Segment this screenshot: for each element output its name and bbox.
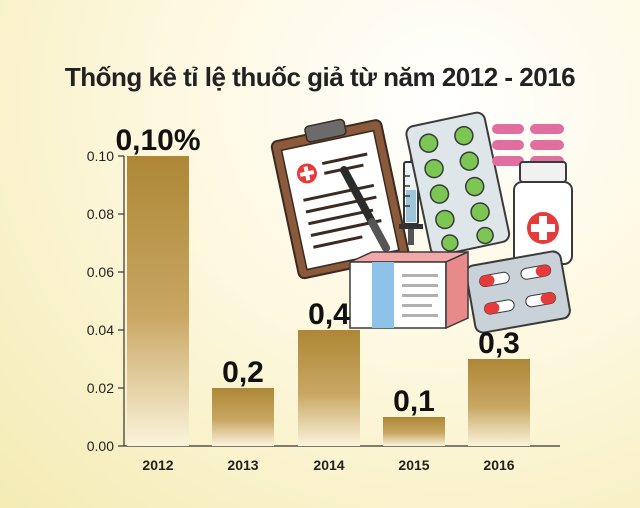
x-tick-label: 2013 (227, 457, 258, 473)
y-tick-label: 0.06 (87, 264, 114, 280)
x-tick-label: 2016 (483, 457, 514, 473)
bar-2016 (468, 359, 530, 446)
x-tick-label: 2012 (142, 457, 173, 473)
capsules-icon (492, 124, 564, 166)
y-tick-label: 0.02 (87, 380, 114, 396)
bars: 0,10% 2012 0,2 2013 0,4 2014 0,1 2015 0,3 2016 (115, 124, 530, 473)
x-tick-label: 2014 (313, 457, 344, 473)
medicine-bottle-icon (513, 161, 573, 265)
capsule-blister-icon (465, 250, 571, 334)
bar-2013 (212, 388, 274, 446)
y-tick-label: 0.04 (87, 322, 114, 338)
y-tick-label: 0.10 (87, 148, 114, 164)
chart-title: Thống kê tỉ lệ thuốc giả từ năm 2012 - 2… (64, 62, 576, 92)
data-label-2014: 0,4 (308, 298, 350, 331)
x-tick-label: 2015 (398, 457, 429, 473)
bar-2014 (298, 330, 360, 446)
data-label-2013: 0,2 (222, 356, 264, 389)
data-label-2012: 0,10% (115, 124, 200, 157)
y-ticks: 0.00 0.02 0.04 0.06 0.08 0.10 (87, 148, 124, 454)
bar-2012 (127, 156, 189, 446)
clipboard-icon (270, 118, 410, 280)
y-tick-label: 0.00 (87, 438, 114, 454)
medical-illustration (270, 111, 573, 334)
pill-blister-icon (405, 111, 511, 257)
y-tick-label: 0.08 (87, 206, 114, 222)
medicine-box-icon (349, 250, 469, 330)
data-label-2015: 0,1 (393, 385, 435, 418)
pen-icon (340, 166, 390, 252)
data-label-2016: 0,3 (478, 327, 520, 360)
bar-2015 (383, 417, 445, 446)
